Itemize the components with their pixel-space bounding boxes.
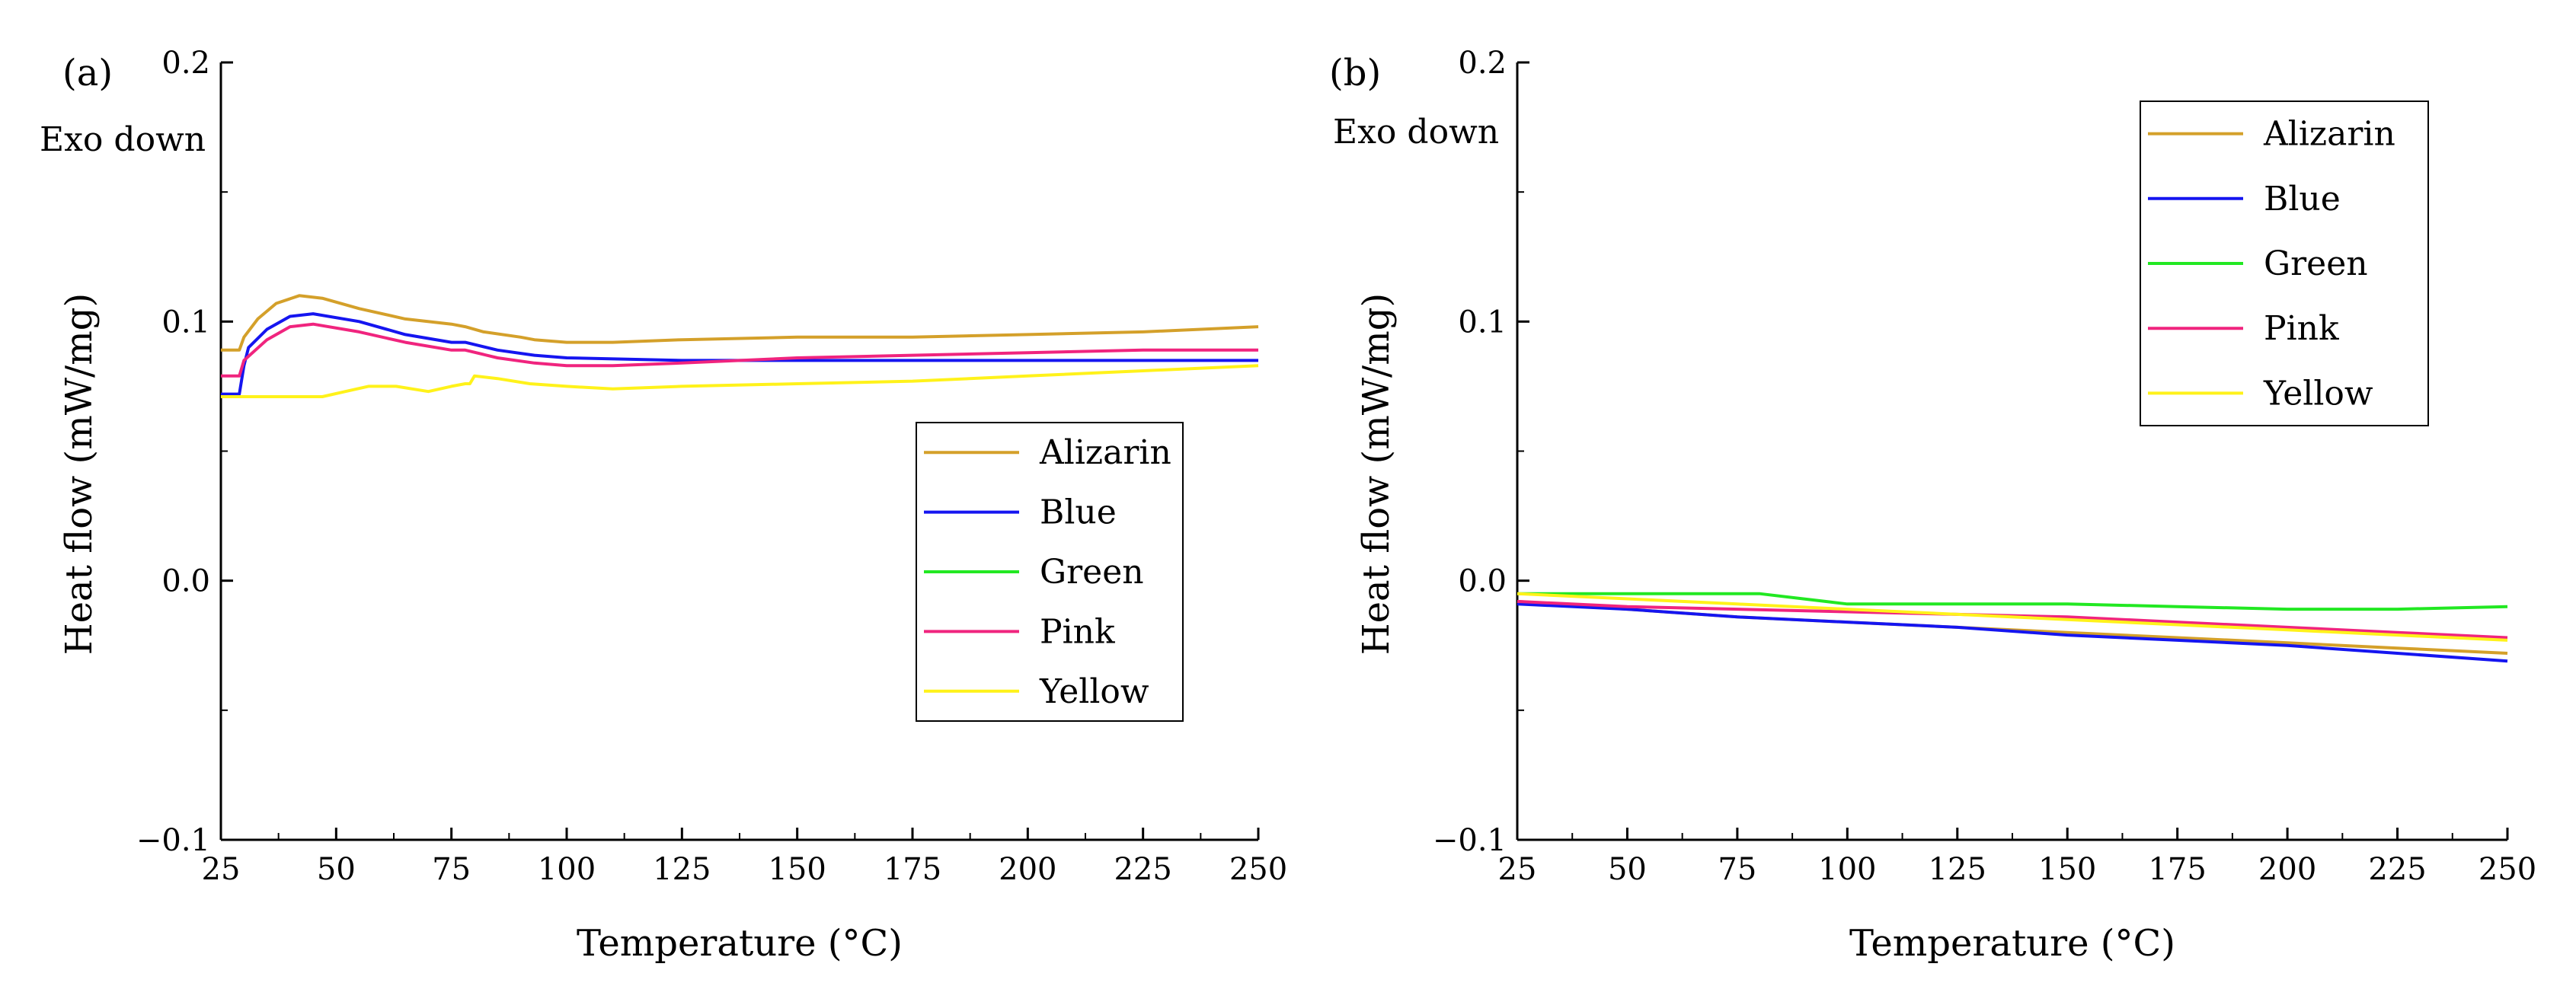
chart-panel-a: 25 50 75 100 125 150 175 200 225 250 −0.1 0.0 0.1 0.2… — [40, 46, 1287, 965]
legend-label-alizarin: Alizarin — [2263, 115, 2395, 154]
x-tick-label: 250 — [1229, 852, 1287, 887]
legend-label-pink: Pink — [2264, 309, 2339, 348]
x-tick-label: 125 — [1929, 852, 1986, 887]
x-tick-label: 75 — [1718, 852, 1756, 887]
y-tick-label: 0.1 — [161, 305, 210, 340]
series-line-blue — [1517, 602, 2508, 663]
series-line-yellow — [1517, 592, 2508, 642]
series-line-blue — [221, 312, 1258, 396]
x-tick-label: 175 — [2148, 852, 2206, 887]
y-tick-label: −0.1 — [136, 823, 210, 858]
chart-panel-b: 25 50 75 100 125 150 175 200 225 250 −0.1 0.0 0.1 0.2… — [1329, 46, 2536, 965]
x-tick-label: 225 — [1114, 852, 1171, 887]
legend-label-green: Green — [1040, 553, 1144, 592]
series-line-pink — [221, 322, 1258, 378]
x-axis-title: Temperature (°C) — [1849, 922, 2175, 965]
y-tick-label: 0.1 — [1458, 305, 1507, 340]
legend-label-blue: Blue — [2264, 180, 2341, 219]
x-tick-label: 225 — [2368, 852, 2426, 887]
legend-label-yellow: Yellow — [2263, 374, 2373, 413]
x-tick-label: 125 — [653, 852, 711, 887]
x-tick-label: 200 — [2258, 852, 2316, 887]
x-tick-label: 150 — [2038, 852, 2096, 887]
y-axis-title: Heat flow (mW/mg) — [58, 293, 101, 655]
x-tick-label: 25 — [1498, 852, 1537, 887]
y-axis-title: Heat flow (mW/mg) — [1355, 293, 1398, 655]
legend-label-blue: Blue — [1040, 493, 1117, 532]
x-tick-label: 100 — [538, 852, 596, 887]
y-tick-label: −0.1 — [1433, 823, 1507, 858]
x-tick-label: 50 — [317, 852, 356, 887]
y-tick-label: 0.2 — [1458, 46, 1507, 81]
legend-label-yellow: Yellow — [1039, 672, 1149, 711]
x-tick-label: 100 — [1818, 852, 1876, 887]
x-tick-label: 200 — [999, 852, 1056, 887]
x-tick-label: 25 — [202, 852, 241, 887]
x-tick-label: 75 — [432, 852, 471, 887]
legend-label-green: Green — [2264, 244, 2368, 283]
series-line-green — [1517, 592, 2508, 611]
x-tick-label: 175 — [884, 852, 941, 887]
x-tick-label: 50 — [1608, 852, 1647, 887]
y-tick-label: 0.2 — [161, 46, 210, 81]
panel-label: (b) — [1329, 52, 1381, 94]
series-line-yellow — [221, 364, 1259, 398]
y-tick-label: 0.0 — [1458, 564, 1507, 599]
panel-label: (a) — [62, 52, 113, 94]
legend-label-pink: Pink — [1040, 612, 1115, 651]
legend-label-alizarin: Alizarin — [1039, 433, 1171, 472]
x-tick-label: 150 — [768, 852, 826, 887]
y-tick-label: 0.0 — [161, 564, 210, 599]
exo-annotation: Exo down — [40, 120, 206, 159]
exo-annotation: Exo down — [1333, 113, 1499, 152]
x-tick-label: 250 — [2479, 852, 2536, 887]
series-line-alizarin — [221, 294, 1259, 352]
x-axis-title: Temperature (°C) — [577, 922, 903, 965]
